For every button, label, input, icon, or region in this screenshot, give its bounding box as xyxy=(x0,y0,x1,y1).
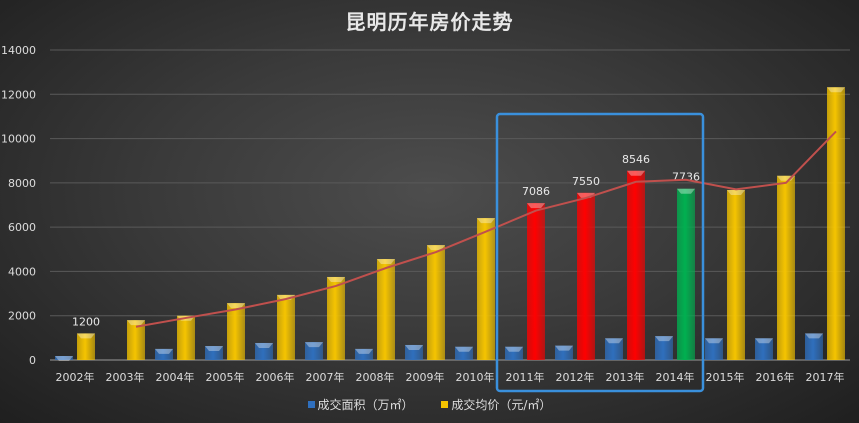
legend-item-price: 成交均价（元/㎡） xyxy=(441,398,551,412)
x-tick-label: 2007年 xyxy=(306,370,345,384)
bar-bevel xyxy=(805,333,823,339)
bar-bevel xyxy=(727,189,745,195)
data-label: 7550 xyxy=(572,175,600,188)
bar-bevel xyxy=(405,344,423,350)
bar-bevel xyxy=(527,203,545,209)
bar-bevel xyxy=(377,259,395,265)
x-tick-label: 2005年 xyxy=(206,370,245,384)
legend-label-price: 成交均价（元/㎡） xyxy=(451,398,552,412)
bar-bevel xyxy=(255,342,273,348)
bar-bevel xyxy=(427,245,445,251)
bar-price xyxy=(827,87,845,360)
x-tick-label: 2014年 xyxy=(656,370,695,384)
bar-bevel xyxy=(677,188,695,194)
bar-price xyxy=(77,333,95,360)
bar-area xyxy=(755,338,773,360)
legend-swatch-price xyxy=(441,401,449,408)
bar-price xyxy=(727,189,745,360)
bar-price xyxy=(427,245,445,360)
bar-area xyxy=(655,336,673,360)
bar-bevel xyxy=(205,346,223,352)
legend: 成交面积（万㎡） 成交均价（元/㎡） xyxy=(0,396,859,413)
x-tick-label: 2003年 xyxy=(106,370,145,384)
bar-bevel xyxy=(477,218,495,224)
bar-price xyxy=(577,192,595,360)
highlight-box xyxy=(495,112,705,393)
bar-price xyxy=(677,188,695,360)
data-label: 8546 xyxy=(622,153,650,166)
x-tick-label: 2004年 xyxy=(156,370,195,384)
data-label: 1200 xyxy=(72,315,100,328)
y-tick-label: 0 xyxy=(29,354,36,367)
chart-title: 昆明历年房价走势 xyxy=(345,10,514,34)
x-tick-label: 2011年 xyxy=(506,370,545,384)
x-tick-label: 2015年 xyxy=(706,370,745,384)
bar-price xyxy=(127,320,145,360)
x-tick-label: 2013年 xyxy=(606,370,645,384)
bar-price xyxy=(627,170,645,360)
bar-bevel xyxy=(455,346,473,352)
bar-area xyxy=(255,342,273,360)
bar-bevel xyxy=(605,338,623,344)
y-tick-label: 10000 xyxy=(1,133,36,146)
bar-area xyxy=(605,338,623,360)
bar-bevel xyxy=(305,342,323,348)
bar-price xyxy=(227,303,245,360)
bar-bevel xyxy=(327,276,345,282)
bar-area xyxy=(555,345,573,360)
x-tick-label: 2010年 xyxy=(456,370,495,384)
bar-price xyxy=(377,259,395,360)
bar-area xyxy=(355,348,373,360)
x-tick-label: 2016年 xyxy=(756,370,795,384)
bar-price xyxy=(277,294,295,360)
x-tick-label: 2009年 xyxy=(406,370,445,384)
bar-bevel xyxy=(627,170,645,176)
bar-area xyxy=(155,348,173,360)
bar-bevel xyxy=(505,346,523,352)
x-tick-label: 2006年 xyxy=(256,370,295,384)
bar-bevel xyxy=(655,336,673,342)
y-tick-label: 14000 xyxy=(1,44,36,57)
bar-bevel xyxy=(555,345,573,351)
bar-bevel xyxy=(755,338,773,344)
bar-area xyxy=(505,346,523,360)
bar-price xyxy=(477,218,495,360)
bar-price xyxy=(527,203,545,360)
bar-bevel xyxy=(705,338,723,344)
x-tick-label: 2008年 xyxy=(356,370,395,384)
x-tick-label: 2017年 xyxy=(806,370,845,384)
legend-swatch-area xyxy=(307,401,315,408)
bar-area xyxy=(55,356,73,360)
y-tick-label: 12000 xyxy=(1,88,36,101)
bar-bevel xyxy=(227,303,245,309)
bar-area xyxy=(455,346,473,360)
trendline xyxy=(135,130,837,328)
data-label: 7086 xyxy=(522,185,550,198)
bar-bevel xyxy=(55,356,73,362)
bar-bevel xyxy=(155,348,173,354)
bar-area xyxy=(205,346,223,360)
bar-price xyxy=(327,276,345,360)
bar-price xyxy=(177,315,195,360)
y-tick-label: 2000 xyxy=(8,310,36,323)
bar-area xyxy=(705,338,723,360)
bar-bevel xyxy=(127,320,145,326)
x-tick-label: 2002年 xyxy=(56,370,95,384)
y-tick-label: 6000 xyxy=(8,221,36,234)
y-tick-label: 8000 xyxy=(8,177,36,190)
bar-area xyxy=(305,342,323,360)
bar-area xyxy=(405,344,423,360)
bar-bevel xyxy=(355,348,373,354)
legend-label-area: 成交面积（万㎡） xyxy=(317,398,414,412)
legend-item-area: 成交面积（万㎡） xyxy=(307,398,414,412)
y-tick-label: 4000 xyxy=(8,265,36,278)
bar-price xyxy=(777,175,795,360)
bar-bevel xyxy=(77,333,95,339)
bar-area xyxy=(805,333,823,360)
x-tick-label: 2012年 xyxy=(556,370,595,384)
bar-bevel xyxy=(827,87,845,93)
